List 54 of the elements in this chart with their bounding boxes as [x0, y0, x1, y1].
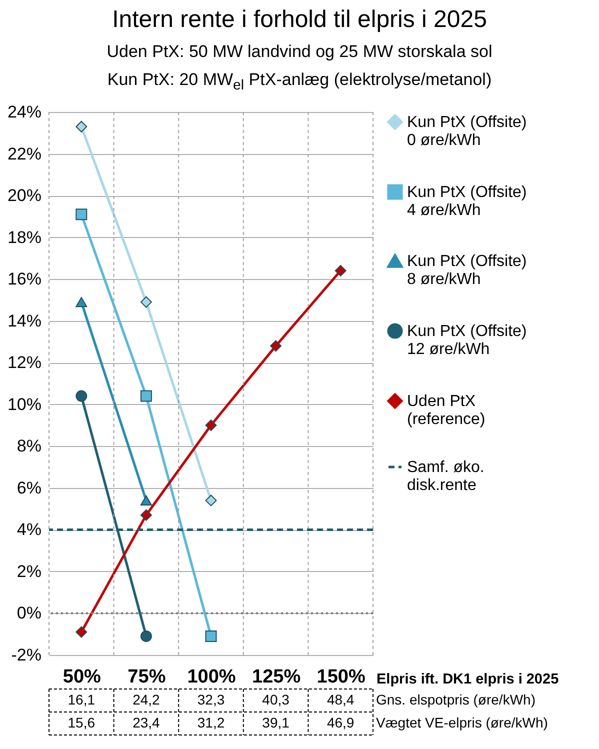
- text: 46,9: [326, 714, 354, 731]
- point: [334, 265, 346, 277]
- chart-title: Intern rente i forhold til elpris i 2025: [111, 6, 488, 34]
- y-tick-label: 8%: [16, 437, 42, 456]
- point: [140, 630, 152, 642]
- y-tick-label: 16%: [7, 270, 42, 289]
- legend-label: Kun PtX (Offsite) 4 øre/kWh: [407, 184, 527, 220]
- text: 24,2: [132, 692, 160, 708]
- point: [205, 495, 217, 507]
- point: [270, 340, 282, 352]
- text: 15,6: [68, 714, 96, 731]
- legend-label: Samf. øko. disk.rente: [407, 459, 484, 494]
- point: [205, 630, 217, 642]
- y-tick-label: 12%: [7, 354, 42, 373]
- text: 39,1: [262, 714, 290, 731]
- legend-label: Kun PtX (Offsite) 0 øre/kWh: [407, 114, 527, 150]
- text: 31,2: [197, 714, 225, 731]
- text: 32,3: [197, 692, 225, 708]
- x-tick-label: 75%: [128, 666, 166, 688]
- y-tick-label: 24%: [7, 102, 42, 122]
- point: [140, 390, 152, 402]
- y-tick-label: 20%: [7, 186, 42, 206]
- x-tick-label: 100%: [187, 666, 236, 688]
- y-tick-label: 10%: [7, 395, 42, 414]
- y-tick-label: 14%: [7, 312, 42, 331]
- text: Uden PtX: 50 MW landvind og 25 MW storskala sol: [106, 42, 492, 61]
- y-tick-label: 6%: [16, 478, 42, 498]
- point: [76, 626, 88, 638]
- y-tick-label: 18%: [7, 228, 42, 248]
- point: [76, 390, 88, 402]
- x-tick-label: 150%: [316, 666, 366, 688]
- text: 48,4: [326, 692, 354, 708]
- x-tick-label: 125%: [252, 666, 301, 688]
- x-axis-title: Elpris ift. DK1 elpris i 2025: [376, 672, 559, 688]
- text: 23,4: [132, 714, 160, 731]
- y-tick-label: 0%: [16, 604, 42, 624]
- text: 16,1: [68, 692, 96, 708]
- y-tick-label: 22%: [7, 144, 42, 164]
- y-tick-label: 2%: [16, 562, 42, 582]
- text: Kun PtX: 20 MW$_{el}$ PtX-anlæg (elektrolyse/metanol): [107, 70, 492, 94]
- text: Gns. elspotpris (øre/kWh): [376, 692, 536, 708]
- y-tick-label: -2%: [11, 646, 42, 665]
- point: [205, 420, 217, 432]
- text: Vægtet VE-elpris (øre/kWh): [376, 714, 548, 731]
- y-tick-label: 4%: [16, 520, 42, 540]
- point: [140, 296, 152, 308]
- x-tick-label: 50%: [62, 666, 102, 688]
- legend-label: Kun PtX (Offsite) 12 øre/kWh: [407, 323, 527, 358]
- text: 40,3: [262, 692, 290, 708]
- point: [76, 121, 88, 133]
- point: [140, 510, 152, 522]
- point: [76, 208, 88, 220]
- legend-label: Uden PtX (reference): [407, 393, 486, 428]
- legend-label: Kun PtX (Offsite) 8 øre/kWh: [407, 253, 527, 288]
